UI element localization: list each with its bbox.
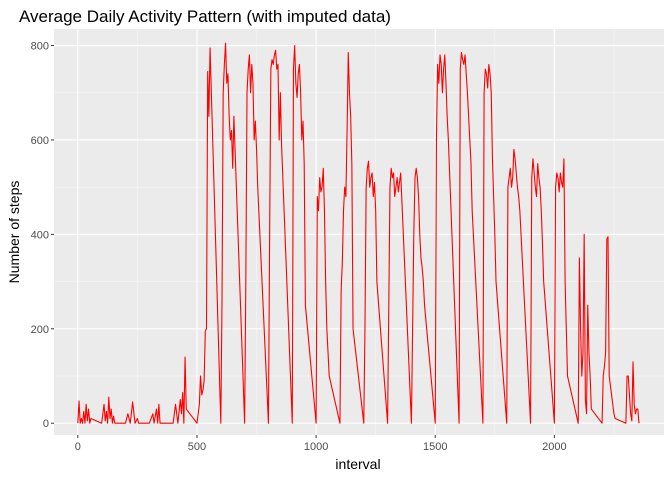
x-tick-label: 2000 (542, 441, 566, 453)
chart-title: Average Daily Activity Pattern (with imp… (19, 7, 391, 26)
y-tick-label: 400 (31, 229, 49, 241)
plot-panel (54, 29, 664, 435)
series-layer (77, 42, 640, 424)
y-axis: 0 200 400 600 800 (31, 41, 54, 430)
x-tick-label: 1500 (423, 441, 447, 453)
y-tick-label: 0 (43, 418, 49, 430)
x-tick-label: 1000 (304, 441, 328, 453)
y-tick-label: 800 (31, 41, 49, 53)
x-tick-label: 0 (75, 441, 81, 453)
x-axis-title: interval (335, 456, 380, 472)
x-axis: 0 500 1000 1500 2000 (75, 435, 567, 453)
series-line (77, 42, 640, 424)
y-axis-title: Number of steps (6, 181, 22, 284)
y-tick-label: 600 (31, 135, 49, 147)
x-tick-label: 500 (188, 441, 206, 453)
y-tick-label: 200 (31, 324, 49, 336)
